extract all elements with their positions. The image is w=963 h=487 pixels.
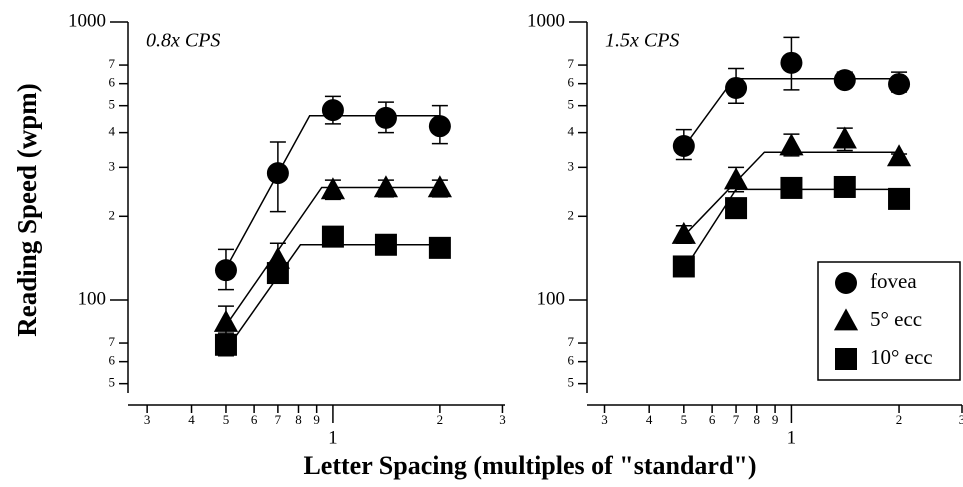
data-point (321, 99, 344, 122)
fit-line (225, 186, 440, 326)
y-tick-label: 7 (109, 56, 116, 71)
fit-line (683, 151, 900, 237)
data-point (671, 221, 696, 244)
data-point (428, 236, 451, 259)
data-point (374, 233, 397, 256)
y-tick-label: 6 (568, 75, 575, 90)
legend-marker (835, 272, 857, 294)
y-tick-label: 4 (109, 124, 116, 139)
y-tick-label: 7 (109, 334, 116, 349)
x-tick-label: 9 (772, 412, 779, 427)
y-tick-label: 2 (109, 207, 116, 222)
y-axis-label: Reading Speed (wpm) (12, 83, 42, 337)
legend-label: 10° ecc (870, 345, 933, 369)
data-point (428, 115, 451, 138)
data-point (672, 135, 695, 158)
x-tick-label: 9 (313, 412, 320, 427)
x-tick-label: 7 (275, 412, 282, 427)
y-tick-label: 5 (109, 97, 116, 112)
y-tick-label: 5 (568, 375, 575, 390)
x-tick-label: 8 (295, 412, 302, 427)
data-point (833, 175, 856, 198)
data-point (266, 162, 289, 185)
data-point (213, 309, 239, 332)
data-point (780, 51, 803, 74)
data-point (780, 176, 803, 199)
y-tick-label: 2 (568, 207, 575, 222)
y-tick-label: 1000 (68, 10, 106, 31)
data-point (832, 126, 857, 149)
y-tick-label: 5 (109, 375, 116, 390)
y-tick-label: 5 (568, 97, 575, 112)
x-tick-label: 3 (959, 412, 963, 427)
data-point (888, 187, 911, 210)
data-point (320, 177, 346, 200)
legend-label: fovea (870, 269, 917, 293)
y-tick-label: 6 (109, 353, 116, 368)
data-point (266, 262, 289, 285)
data-point (672, 255, 695, 278)
x-tick-label: 2 (437, 412, 444, 427)
x-tick-label: 7 (733, 412, 740, 427)
legend-label: 5° ecc (870, 307, 922, 331)
x-tick-label: 8 (754, 412, 761, 427)
x-tick-label: 5 (681, 412, 688, 427)
data-point (373, 175, 399, 198)
x-tick-label: 4 (188, 412, 195, 427)
x-tick-label: 5 (223, 412, 230, 427)
legend-marker (833, 308, 859, 331)
x-tick-label: 3 (601, 412, 608, 427)
fit-line (225, 244, 440, 351)
y-tick-label: 100 (537, 288, 566, 309)
data-point (214, 333, 237, 356)
x-tick-label: 6 (251, 412, 258, 427)
x-tick-label: 1 (328, 427, 338, 448)
x-tick-label: 6 (709, 412, 716, 427)
data-point (725, 197, 748, 220)
data-point (214, 259, 237, 282)
data-point (427, 175, 452, 198)
y-tick-label: 4 (568, 124, 575, 139)
data-point (888, 73, 911, 96)
y-tick-label: 100 (78, 288, 107, 309)
data-point (779, 133, 804, 156)
data-point (833, 69, 856, 92)
y-tick-label: 7 (568, 56, 575, 71)
data-point (886, 144, 912, 167)
x-tick-label: 3 (144, 412, 151, 427)
y-tick-label: 3 (568, 158, 575, 173)
x-tick-label: 3 (499, 412, 506, 427)
legend-marker (835, 348, 857, 370)
y-tick-label: 3 (109, 158, 116, 173)
x-tick-label: 2 (896, 412, 903, 427)
x-tick-label: 4 (646, 412, 653, 427)
x-tick-label: 1 (787, 427, 797, 448)
panel-annotation: 1.5x CPS (605, 30, 679, 52)
y-tick-label: 6 (109, 75, 116, 90)
panel-annotation: 0.8x CPS (146, 30, 220, 52)
y-tick-label: 6 (568, 353, 575, 368)
data-point (723, 167, 749, 190)
x-axis-label: Letter Spacing (multiples of "standard") (303, 451, 756, 480)
data-point (725, 76, 748, 99)
y-tick-label: 1000 (527, 10, 565, 31)
data-point (321, 225, 344, 248)
data-point (374, 106, 397, 129)
y-tick-label: 7 (568, 334, 575, 349)
